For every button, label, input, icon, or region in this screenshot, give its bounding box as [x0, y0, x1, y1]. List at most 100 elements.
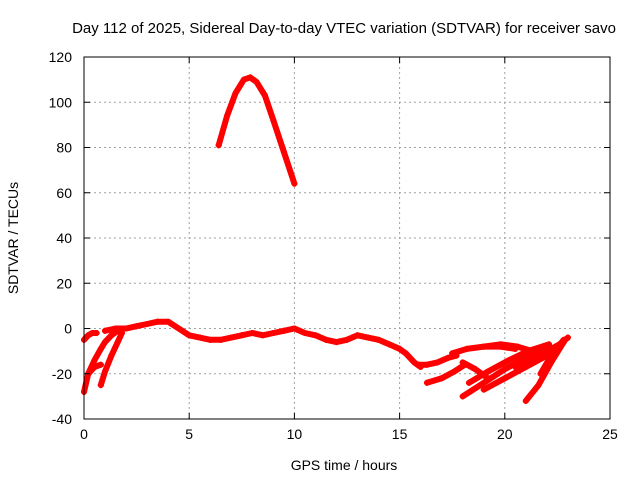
data-point	[512, 363, 519, 370]
series-line-arc-late-a	[424, 361, 468, 386]
x-tick-label: 5	[185, 426, 193, 442]
data-point	[91, 357, 98, 364]
data-point	[522, 354, 529, 361]
x-tick-label: 20	[497, 426, 513, 442]
data-point	[344, 336, 350, 343]
data-point	[232, 90, 239, 97]
data-point	[102, 368, 109, 375]
y-tick-label: 60	[56, 185, 72, 201]
data-point	[270, 330, 277, 337]
data-point	[484, 368, 491, 375]
data-point	[154, 318, 161, 325]
data-point	[196, 334, 203, 341]
data-point	[524, 348, 531, 355]
data-point	[480, 379, 487, 386]
axis-ticks	[83, 56, 611, 420]
data-point	[280, 327, 287, 334]
data-point	[459, 359, 466, 366]
series-line-arc-late-c	[480, 341, 536, 355]
x-tick-labels: 0 5 10 15 20 25	[80, 426, 618, 442]
data-point	[228, 334, 235, 341]
data-point	[434, 359, 441, 366]
data-point	[217, 336, 224, 343]
data-point	[118, 330, 125, 337]
data-point	[291, 325, 298, 332]
data-point	[365, 334, 372, 341]
data-point	[224, 112, 231, 119]
y-tick-label: -20	[52, 366, 72, 382]
y-tick-label: 40	[56, 230, 72, 246]
data-point	[123, 325, 130, 332]
data-point	[354, 332, 361, 339]
x-tick-label: 10	[287, 426, 303, 442]
data-point	[249, 330, 256, 337]
data-point	[114, 327, 121, 334]
data-point	[102, 339, 109, 346]
y-tick-labels: -40 -20 0 20 40 60 80 100 120	[49, 49, 73, 427]
data-point	[484, 375, 491, 382]
data-point	[472, 366, 479, 373]
y-tick-label: -40	[52, 411, 72, 427]
data-point	[261, 92, 268, 99]
data-point	[480, 386, 487, 393]
data-point	[114, 339, 121, 346]
data-point	[449, 350, 456, 357]
y-tick-label: 80	[56, 140, 72, 156]
data-point	[480, 343, 487, 350]
data-point	[423, 379, 430, 386]
data-point	[165, 318, 172, 325]
data-point	[451, 368, 458, 375]
data-point	[291, 180, 298, 187]
data-point	[402, 350, 409, 357]
data-point	[280, 149, 287, 156]
data-point	[85, 332, 92, 339]
data-point	[133, 323, 140, 330]
data-point	[548, 352, 555, 359]
data-point	[301, 330, 308, 337]
data-point	[247, 74, 254, 81]
x-tick-label: 15	[392, 426, 408, 442]
data-point	[215, 142, 222, 149]
data-point	[514, 343, 521, 350]
y-tick-label: 0	[64, 321, 72, 337]
chart-title: Day 112 of 2025, Sidereal Day-to-day VTE…	[72, 20, 616, 37]
data-point	[97, 361, 104, 368]
data-point	[438, 375, 445, 382]
data-point	[259, 332, 266, 339]
series-line-arc-high	[215, 74, 298, 187]
data-series	[81, 74, 571, 404]
data-point	[411, 359, 418, 366]
data-point	[535, 382, 542, 389]
data-point	[108, 352, 115, 359]
data-point	[270, 117, 277, 124]
data-point	[312, 332, 319, 339]
data-point	[238, 332, 245, 339]
data-point	[386, 341, 393, 348]
data-point	[240, 76, 247, 83]
data-point	[102, 327, 109, 334]
data-point	[501, 375, 508, 382]
data-point	[396, 345, 403, 352]
data-point	[560, 339, 567, 346]
x-tick-label: 25	[602, 426, 618, 442]
y-axis-label: SDTVAR / TECUs	[5, 182, 21, 294]
grid-lines	[84, 57, 610, 419]
data-point	[466, 379, 473, 386]
data-point	[108, 332, 115, 339]
data-point	[543, 348, 550, 355]
data-point	[253, 78, 260, 85]
data-point	[506, 357, 513, 364]
series-line-arc-main	[102, 318, 424, 370]
data-point	[527, 359, 534, 366]
data-point	[207, 336, 214, 343]
data-point	[97, 345, 104, 352]
data-point	[93, 330, 100, 337]
data-point	[463, 345, 470, 352]
data-point	[444, 354, 451, 361]
data-point	[97, 382, 104, 389]
data-point	[522, 397, 529, 404]
data-point	[415, 361, 422, 368]
data-point	[375, 336, 382, 343]
data-point	[537, 370, 544, 377]
